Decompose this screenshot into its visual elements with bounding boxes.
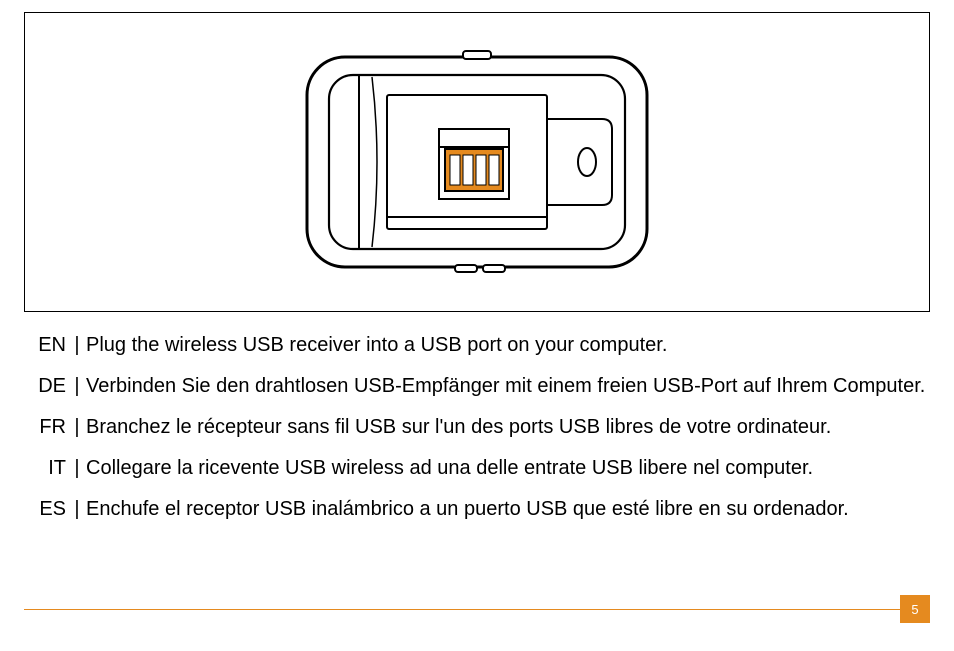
page-footer: 5	[24, 595, 930, 623]
separator: |	[72, 496, 82, 523]
instructions-block: EN | Plug the wireless USB receiver into…	[24, 332, 930, 537]
lang-label: IT	[24, 455, 72, 482]
illustration-frame	[24, 12, 930, 312]
mouse-underside-diagram	[287, 37, 667, 287]
instruction-row: IT | Collegare la ricevente USB wireless…	[24, 455, 930, 482]
instruction-text: Collegare la ricevente USB wireless ad u…	[82, 455, 930, 482]
instruction-text: Enchufe el receptor USB inalámbrico a un…	[82, 496, 930, 523]
lang-label: ES	[24, 496, 72, 523]
instruction-row: DE | Verbinden Sie den drahtlosen USB-Em…	[24, 373, 930, 400]
instruction-text: Verbinden Sie den drahtlosen USB-Empfäng…	[82, 373, 930, 400]
separator: |	[72, 455, 82, 482]
instruction-row: FR | Branchez le récepteur sans fil USB …	[24, 414, 930, 441]
instruction-row: EN | Plug the wireless USB receiver into…	[24, 332, 930, 359]
lang-label: FR	[24, 414, 72, 441]
separator: |	[72, 373, 82, 400]
separator: |	[72, 332, 82, 359]
lang-label: EN	[24, 332, 72, 359]
footer-rule	[24, 609, 900, 610]
lang-label: DE	[24, 373, 72, 400]
instruction-row: ES | Enchufe el receptor USB inalámbrico…	[24, 496, 930, 523]
separator: |	[72, 414, 82, 441]
page-number: 5	[911, 602, 918, 617]
instruction-text: Branchez le récepteur sans fil USB sur l…	[82, 414, 930, 441]
instruction-text: Plug the wireless USB receiver into a US…	[82, 332, 930, 359]
page-number-badge: 5	[900, 595, 930, 623]
